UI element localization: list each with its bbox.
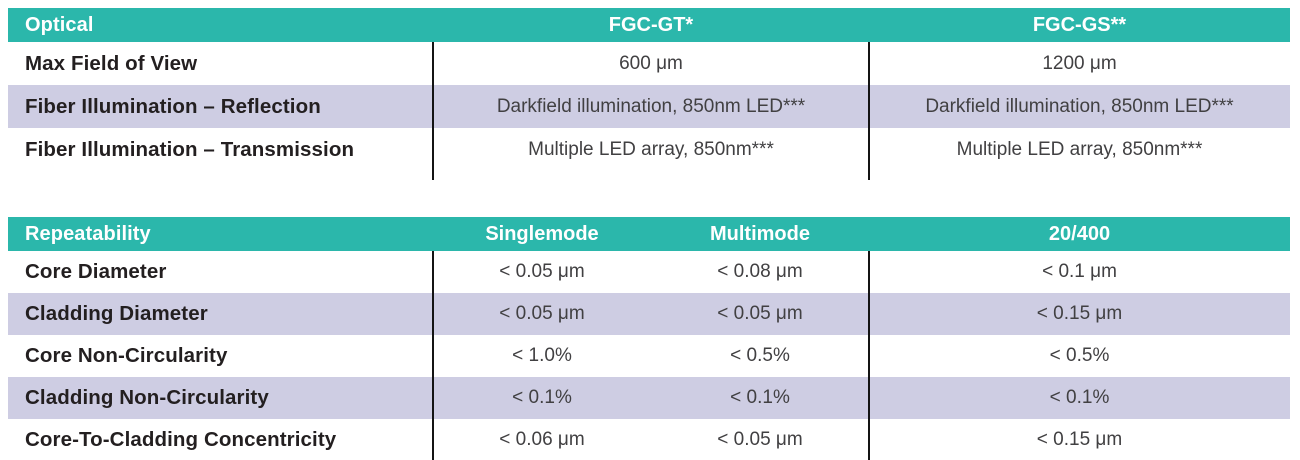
row-label: Fiber Illumination – Reflection <box>25 94 321 118</box>
value-cell: < 0.15 μm <box>1036 429 1123 450</box>
value-cell: < 0.1% <box>512 387 572 408</box>
value-cell: < 0.05 μm <box>717 303 803 324</box>
repeatability-table-title: Repeatability <box>25 222 151 245</box>
table-row: Max Field of View 600 μm 1200 μm <box>8 42 1290 85</box>
repeatability-table: Repeatability Singlemode Multimode 20/40… <box>8 217 1290 460</box>
column-divider <box>868 42 870 180</box>
value-cell: < 0.15 μm <box>1036 303 1123 324</box>
value-cell: 600 μm <box>619 52 683 74</box>
value-cell: Darkfield illumination, 850nm LED*** <box>496 95 806 117</box>
repeatability-table-header-row: Repeatability Singlemode Multimode 20/40… <box>8 217 1290 251</box>
optical-table-title: Optical <box>25 13 94 36</box>
value-cell: Multiple LED array, 850nm*** <box>528 138 774 160</box>
row-label: Core Non-Circularity <box>25 344 228 367</box>
value-cell: Multiple LED array, 850nm*** <box>956 138 1203 160</box>
value-cell: < 0.06 μm <box>499 429 585 450</box>
value-cell: < 0.1 μm <box>1042 261 1117 282</box>
repeatability-col-header-multimode: Multimode <box>710 222 810 245</box>
column-divider <box>432 251 434 460</box>
row-label: Cladding Non-Circularity <box>25 386 269 409</box>
value-cell: < 0.5% <box>730 345 790 366</box>
table-row: Core Diameter < 0.05 μm < 0.08 μm < 0.1 … <box>8 251 1290 293</box>
row-label: Fiber Illumination – Transmission <box>25 137 355 161</box>
value-cell: < 0.05 μm <box>499 261 585 282</box>
row-label: Cladding Diameter <box>25 302 208 325</box>
optical-col-header-fgc-gs: FGC-GS** <box>1032 13 1127 36</box>
value-cell: < 0.1% <box>1049 387 1110 408</box>
row-label: Core-To-Cladding Concentricity <box>25 428 337 451</box>
table-row: Core-To-Cladding Concentricity < 0.06 μm… <box>8 419 1290 460</box>
optical-table: Optical FGC-GT* FGC-GS** Max Field of Vi… <box>8 8 1290 180</box>
table-row: Cladding Diameter < 0.05 μm < 0.05 μm < … <box>8 293 1290 335</box>
repeatability-col-header-singlemode: Singlemode <box>485 222 599 245</box>
table-row: Fiber Illumination – Reflection Darkfiel… <box>8 85 1290 128</box>
value-cell: < 1.0% <box>512 345 572 366</box>
value-cell: 1200 μm <box>1042 52 1117 74</box>
value-cell: Darkfield illumination, 850nm LED*** <box>925 95 1234 117</box>
column-divider <box>868 251 870 460</box>
value-cell: < 0.1% <box>730 387 790 408</box>
table-row: Fiber Illumination – Transmission Multip… <box>8 128 1290 171</box>
value-cell: < 0.5% <box>1049 345 1110 366</box>
value-cell: < 0.05 μm <box>499 303 585 324</box>
repeatability-col-header-20-400: 20/400 <box>1048 222 1111 245</box>
column-divider <box>432 42 434 180</box>
table-row: Core Non-Circularity < 1.0% < 0.5% < 0.5… <box>8 335 1290 377</box>
value-cell: < 0.05 μm <box>717 429 803 450</box>
table-row: Cladding Non-Circularity < 0.1% < 0.1% <… <box>8 377 1290 419</box>
value-cell: < 0.08 μm <box>717 261 803 282</box>
row-label: Max Field of View <box>25 51 198 75</box>
row-label: Core Diameter <box>25 260 167 283</box>
optical-col-header-fgc-gt: FGC-GT* <box>608 13 694 36</box>
optical-table-header-row: Optical FGC-GT* FGC-GS** <box>8 8 1290 42</box>
